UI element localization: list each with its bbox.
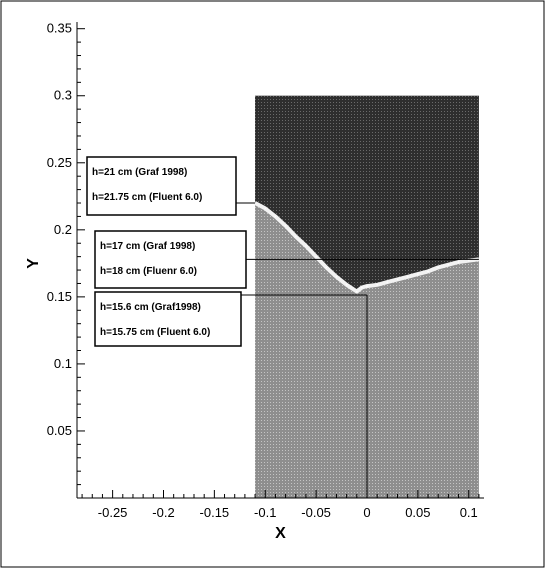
annotation-text: h=21.75 cm (Fluent 6.0) bbox=[92, 192, 202, 203]
interface-point bbox=[406, 275, 409, 278]
x-tick-label: 0.05 bbox=[405, 505, 430, 520]
annotation-text: h=15.75 cm (Fluent 6.0) bbox=[100, 327, 210, 338]
interface-point bbox=[447, 263, 450, 266]
y-axis-title: Y bbox=[25, 258, 42, 269]
annotation-frame bbox=[94, 230, 247, 289]
y-tick-label: 0.2 bbox=[54, 222, 72, 237]
interface-point bbox=[361, 286, 363, 289]
y-tick-label: 0.3 bbox=[54, 88, 72, 103]
annotation-text: h=18 cm (Fluenr 6.0) bbox=[100, 266, 197, 277]
interface-point bbox=[376, 284, 378, 286]
x-tick-label: 0 bbox=[363, 505, 370, 520]
interface-point bbox=[315, 255, 317, 258]
interface-point bbox=[305, 245, 307, 247]
y-tick-label: 0.35 bbox=[47, 21, 72, 36]
interface-point bbox=[467, 259, 470, 262]
interface-point bbox=[294, 235, 297, 238]
annotation-box: h=15.6 cm (Graf1998) h=15.75 cm (Fluent 6… bbox=[94, 291, 368, 498]
annotation-box: h=17 cm (Graf 1998) h=18 cm (Fluenr 6.0) bbox=[94, 230, 479, 289]
y-tick-label: 0.15 bbox=[47, 289, 72, 304]
y-tick-label: 0.05 bbox=[47, 423, 72, 438]
annotations: h=21 cm (Graf 1998) h=21.75 cm (Fluent 6.… bbox=[86, 156, 479, 498]
interface-point bbox=[386, 281, 389, 283]
interface-point bbox=[366, 285, 368, 287]
interface-point bbox=[284, 225, 287, 227]
y-tick-label: 0.25 bbox=[47, 155, 72, 170]
annotation-text: h=15.6 cm (Graf1998) bbox=[100, 302, 201, 313]
interface-point bbox=[274, 215, 277, 218]
x-tick-label: 0.1 bbox=[460, 505, 478, 520]
x-tick-label: -0.25 bbox=[98, 505, 128, 520]
interface-point bbox=[396, 278, 399, 281]
x-tick-label: -0.1 bbox=[254, 505, 276, 520]
annotation-box: h=21 cm (Graf 1998) h=21.75 cm (Fluent 6.… bbox=[86, 156, 256, 216]
interface-point bbox=[335, 275, 338, 278]
interface-point bbox=[457, 261, 460, 263]
annotation-text: h=21 cm (Graf 1998) bbox=[92, 167, 187, 178]
upper-fluid-region bbox=[255, 95, 479, 292]
interface-point bbox=[345, 284, 348, 286]
axes: 0.05 0.1 0.15 0.2 0.25 0.3 0.35 -0.25 -0.2 -0.15 -… bbox=[47, 21, 484, 520]
x-tick-label: -0.05 bbox=[301, 505, 331, 520]
interface-point bbox=[417, 273, 419, 275]
annotation-frame bbox=[94, 291, 242, 347]
x-tick-label: -0.2 bbox=[152, 505, 174, 520]
x-tick-label: -0.15 bbox=[200, 505, 230, 520]
interface-point bbox=[264, 207, 267, 210]
interface-point bbox=[356, 290, 358, 293]
interface-point bbox=[427, 270, 429, 273]
x-axis-title: X bbox=[275, 525, 286, 542]
annotation-frame bbox=[86, 156, 237, 216]
interface-line bbox=[254, 201, 480, 294]
annotation-text: h=17 cm (Graf 1998) bbox=[100, 241, 195, 252]
interface-point bbox=[437, 266, 440, 269]
interface-point bbox=[325, 266, 328, 269]
y-tick-label: 0.1 bbox=[54, 356, 72, 371]
